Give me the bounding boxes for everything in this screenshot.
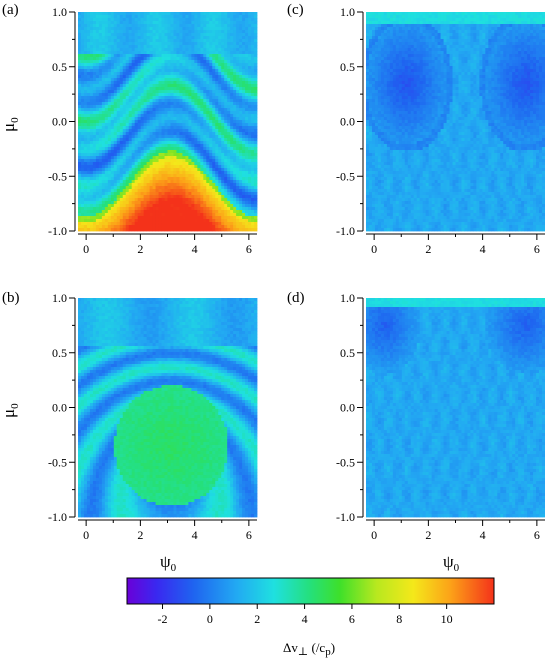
y-tick-label: 0.0 <box>52 401 67 415</box>
x-tick-label: 2 <box>137 242 143 256</box>
y-tick-label: 0.0 <box>340 115 355 129</box>
y-tick-label: 1.0 <box>52 5 67 19</box>
panel-label-c: (c) <box>287 2 304 18</box>
x-tick-label: 2 <box>137 528 143 542</box>
y-tick-label: 0.0 <box>340 401 355 415</box>
y-axis-title-bottom: μ0 <box>0 403 21 418</box>
y-tick-label: 0.5 <box>340 346 355 360</box>
x-tick-label: 0 <box>83 242 89 256</box>
x-tick-label: 4 <box>192 242 198 256</box>
y-tick-label: -0.5 <box>336 169 355 183</box>
y-tick-label: 1.0 <box>52 291 67 305</box>
colorbar: -2 0 2 4 6 8 10 Δv⊥ (/cp) <box>126 577 495 658</box>
y-tick-label: 0.5 <box>340 60 355 74</box>
x-tick-label: 4 <box>480 242 486 256</box>
x-tick-label: 2 <box>425 528 431 542</box>
colorbar-tick-label: 2 <box>254 612 260 626</box>
x-tick-label: 2 <box>425 242 431 256</box>
y-tick-label: -0.5 <box>336 455 355 469</box>
colorbar-tick-label: 8 <box>396 612 402 626</box>
x-tick-label: 0 <box>371 528 377 542</box>
colorbar-tick-label: 6 <box>349 612 355 626</box>
heatmap-b-cells <box>78 298 258 518</box>
axes-b: 0 2 4 6 1.0 0.5 0.0 -0.5 -1.0 <box>48 291 257 542</box>
panel-label-d: (d) <box>287 290 305 306</box>
x-tick-label: 4 <box>192 528 198 542</box>
heatmap-d-cells <box>366 298 545 518</box>
y-tick-label: 0.0 <box>52 115 67 129</box>
y-tick-label: -1.0 <box>48 224 67 238</box>
panel-b: (b) 0 2 4 6 1.0 0.5 0.0 -0.5 -1.0 <box>2 290 258 542</box>
x-tick-label: 6 <box>534 528 540 542</box>
panel-d: (d) 0 2 4 6 1.0 0.5 0.0 -0.5 -1.0 <box>287 290 545 542</box>
colorbar-ticks: -2 0 2 4 6 8 10 <box>158 604 453 626</box>
panel-c: (c) 0 2 4 6 1.0 0.5 0.0 -0.5 -1.0 <box>287 2 545 256</box>
heatmap-c-cells <box>366 12 545 232</box>
heatmap-a-cells <box>78 12 258 232</box>
x-tick-label: 6 <box>246 528 252 542</box>
colorbar-gradient <box>126 577 495 605</box>
x-tick-label: 0 <box>371 242 377 256</box>
y-tick-label: -1.0 <box>336 510 355 524</box>
colorbar-tick-label: 4 <box>302 612 308 626</box>
panel-label-b: (b) <box>2 290 20 306</box>
colorbar-tick-label: 0 <box>207 612 213 626</box>
y-tick-label: 1.0 <box>340 5 355 19</box>
x-tick-label: 0 <box>83 528 89 542</box>
x-axis-title-left: ψ0 <box>160 552 177 574</box>
axes-a: 0 2 4 6 1.0 0.5 0.0 -0.5 -1.0 <box>48 5 257 256</box>
axes-d: 0 2 4 6 1.0 0.5 0.0 -0.5 -1.0 <box>336 291 545 542</box>
panel-label-a: (a) <box>2 2 19 18</box>
y-axis-title-top: μ0 <box>0 117 21 132</box>
x-tick-label: 6 <box>246 242 252 256</box>
y-tick-label: 0.5 <box>52 60 67 74</box>
y-tick-label: -0.5 <box>48 169 67 183</box>
y-tick-label: 0.5 <box>52 346 67 360</box>
colorbar-tick-label: -2 <box>158 612 168 626</box>
x-axis-title-right: ψ0 <box>443 552 460 574</box>
y-tick-label: 1.0 <box>340 291 355 305</box>
y-tick-label: -1.0 <box>336 224 355 238</box>
y-tick-label: -1.0 <box>48 510 67 524</box>
panel-a: (a) 0 2 4 6 1.0 0.5 0.0 -0.5 -1.0 <box>2 2 258 256</box>
x-tick-label: 6 <box>534 242 540 256</box>
y-tick-label: -0.5 <box>48 455 67 469</box>
colorbar-tick-label: 10 <box>441 612 453 626</box>
axes-c: 0 2 4 6 1.0 0.5 0.0 -0.5 -1.0 <box>336 5 545 256</box>
x-tick-label: 4 <box>480 528 486 542</box>
colorbar-title: Δv⊥ (/cp) <box>283 640 335 658</box>
